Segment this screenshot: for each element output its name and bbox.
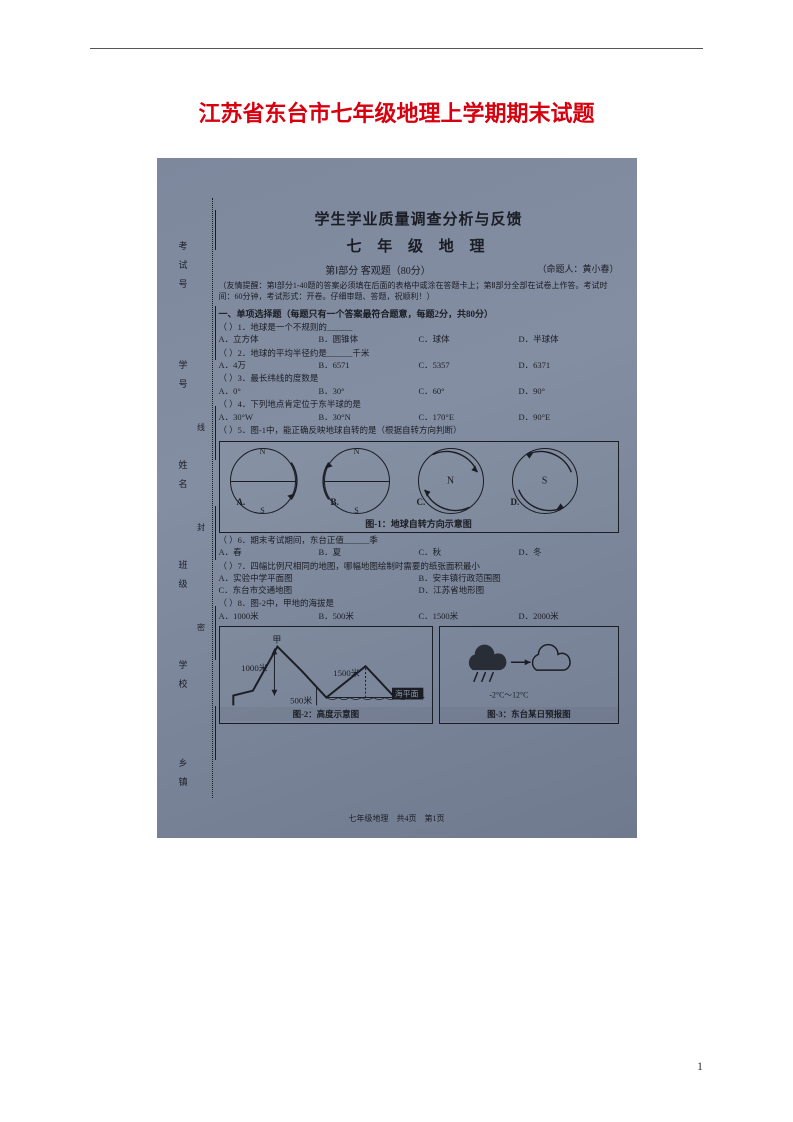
figure-2-box: 1000米 1500米 500米 甲 海平面 图-2：高度示意图 <box>219 626 434 724</box>
vlabel-name: 姓名 <box>177 460 190 498</box>
sealline-feng: 封 <box>196 523 207 533</box>
paper-footer: 七年级地理 共4页 第1页 <box>157 813 637 824</box>
paper-content: 学生学业质量调查分析与反馈 七 年 级 地 理 第Ⅰ部分 客观题（80分） （命… <box>219 208 619 808</box>
q6-b: B．夏 <box>319 547 419 558</box>
vlabel-class: 班级 <box>177 560 190 598</box>
q7-options: A．实验中学平面图 B．安丰镇行政范围图 C．东台市交通地图 D．江苏省地形图 <box>219 573 619 596</box>
fig2-sea: 海平面 <box>394 689 418 699</box>
q4-options: A．30°W B．30°N C．170°E D．90°E <box>219 412 619 423</box>
vline-6 <box>215 210 216 250</box>
q4-stem: （ ）4．下列地点肯定位于东半球的是 <box>219 399 619 410</box>
q6-c: C．秋 <box>419 547 519 558</box>
q7-c: C．东台市交通地图 <box>219 585 419 596</box>
binding-dotted-line <box>212 198 213 798</box>
page-number: 1 <box>697 1059 703 1074</box>
q6-options: A．春 B．夏 C．秋 D．冬 <box>219 547 619 558</box>
q6-a: A．春 <box>219 547 319 558</box>
q4-d: D．90°E <box>519 412 619 423</box>
q8-c: C．1500米 <box>419 611 519 622</box>
vlabel-id: 学号 <box>177 360 190 398</box>
figure-3-box: -2°C～12°C 图-3：东台某日预报图 <box>439 626 618 724</box>
q2-options: A．4万 B．6571 C．5357 D．6371 <box>219 360 619 371</box>
q3-options: A．0° B．30° C．60° D．90° <box>219 386 619 397</box>
q8-options: A．1000米 B．500米 C．1500米 D．2000米 <box>219 611 619 622</box>
sealline-xian: 线 <box>196 423 207 433</box>
figure-1-caption: 图-1：地球自转方向示意图 <box>220 517 618 530</box>
globe-a-arrow <box>225 443 301 519</box>
fig2-1500: 1500米 <box>333 667 360 678</box>
q8-a: A．1000米 <box>219 611 319 622</box>
q1-b: B．圆锥体 <box>319 334 419 345</box>
globe-d-arrow <box>507 443 583 519</box>
q2-stem: （ ）2．地球的平均半径约是______千米 <box>219 348 619 359</box>
author-label: （命题人：黄小春） <box>537 262 618 275</box>
fig2-1000: 1000米 <box>241 662 268 673</box>
vlabel-examid: 考试号 <box>177 241 190 298</box>
q3-a: A．0° <box>219 386 319 397</box>
q7-b: B．安丰镇行政范围图 <box>419 573 619 584</box>
exam-paper-photo: 乡镇 学校 密 班级 封 姓名 线 学号 考试号 学生学业质量调查分析与反馈 七… <box>157 158 637 838</box>
figure-3-caption: 图-3：东台某日预报图 <box>440 707 617 721</box>
section-head: 一、单项选择题（每题只有一个答案最符合题意，每题2分，共80分） <box>219 307 619 320</box>
q8-b: B．500米 <box>319 611 419 622</box>
q5-stem: （ ）5．图-1中，能正确反映地球自转的是（根据自转方向判断） <box>219 425 619 436</box>
q8-d: D．2000米 <box>519 611 619 622</box>
figure-2-caption: 图-2：高度示意图 <box>220 707 433 721</box>
vlabel-township: 乡镇 <box>177 758 190 796</box>
q1-a: A．立方体 <box>219 334 319 345</box>
globe-b-arrow <box>319 443 395 519</box>
section-text: 第Ⅰ部分 客观题（80分） <box>325 266 430 277</box>
q7-d: D．江苏省地形图 <box>419 585 619 596</box>
q3-b: B．30° <box>319 386 419 397</box>
fig2-peak: 甲 <box>272 635 281 645</box>
vline-4 <box>215 406 216 460</box>
fig3-temp: -2°C～12°C <box>490 691 529 700</box>
document-title: 江苏省东台市七年级地理上学期期末试题 <box>90 96 703 128</box>
q4-c: C．170°E <box>419 412 519 423</box>
q4-a: A．30°W <box>219 412 319 423</box>
q7-a: A．实验中学平面图 <box>219 573 419 584</box>
paper-title-1: 学生学业质量调查分析与反馈 <box>219 208 619 229</box>
figure-row: 1000米 1500米 500米 甲 海平面 图-2：高度示意图 <box>219 626 619 724</box>
q3-d: D．90° <box>519 386 619 397</box>
q2-a: A．4万 <box>219 360 319 371</box>
q1-options: A．立方体 B．圆锥体 C．球体 D．半球体 <box>219 334 619 345</box>
q1-d: D．半球体 <box>519 334 619 345</box>
q6-stem: （ ）6．期末考试期间，东台正值______季 <box>219 535 619 546</box>
q2-b: B．6571 <box>319 360 419 371</box>
q8-stem: （ ）8．图-2中，甲地的海拔是 <box>219 598 619 609</box>
q2-c: C．5357 <box>419 360 519 371</box>
globe-c-arrow <box>413 443 489 519</box>
vline-2 <box>215 606 216 660</box>
q1-c: C．球体 <box>419 334 519 345</box>
globe-d: S D. <box>512 448 578 514</box>
vline-1 <box>215 706 216 760</box>
q2-d: D．6371 <box>519 360 619 371</box>
hint-text: （友情提醒：第Ⅰ部分1-40题的答案必须填在后面的表格中或涂在答题卡上；第Ⅱ部分… <box>219 281 619 303</box>
q7-stem: （ ）7．四幅比例尺相同的地图，哪幅地图绘制时需要的纸张面积最小 <box>219 561 619 572</box>
binding-strip: 乡镇 学校 密 班级 封 姓名 线 学号 考试号 <box>171 198 213 798</box>
q3-stem: （ ）3．最长纬线的度数是 <box>219 373 619 384</box>
globe-a: N S A. <box>230 448 296 514</box>
vlabel-school: 学校 <box>177 660 190 698</box>
q1-stem: （ ）1．地球是一个不规则的______ <box>219 322 619 333</box>
q4-b: B．30°N <box>319 412 419 423</box>
globe-b: N S B. <box>324 448 390 514</box>
vline-5 <box>215 306 216 360</box>
paper-title-2: 七 年 级 地 理 <box>219 235 619 256</box>
figure-1-box: N S A. N S B. N <box>219 441 619 533</box>
paper-section-label: 第Ⅰ部分 客观题（80分） （命题人：黄小春） <box>219 262 619 277</box>
q3-c: C．60° <box>419 386 519 397</box>
vline-3 <box>215 506 216 560</box>
sealline-mi: 密 <box>196 623 207 633</box>
top-rule <box>90 48 703 49</box>
q6-d: D．冬 <box>519 547 619 558</box>
fig2-500: 500米 <box>290 695 312 706</box>
globe-c: N C. <box>418 448 484 514</box>
